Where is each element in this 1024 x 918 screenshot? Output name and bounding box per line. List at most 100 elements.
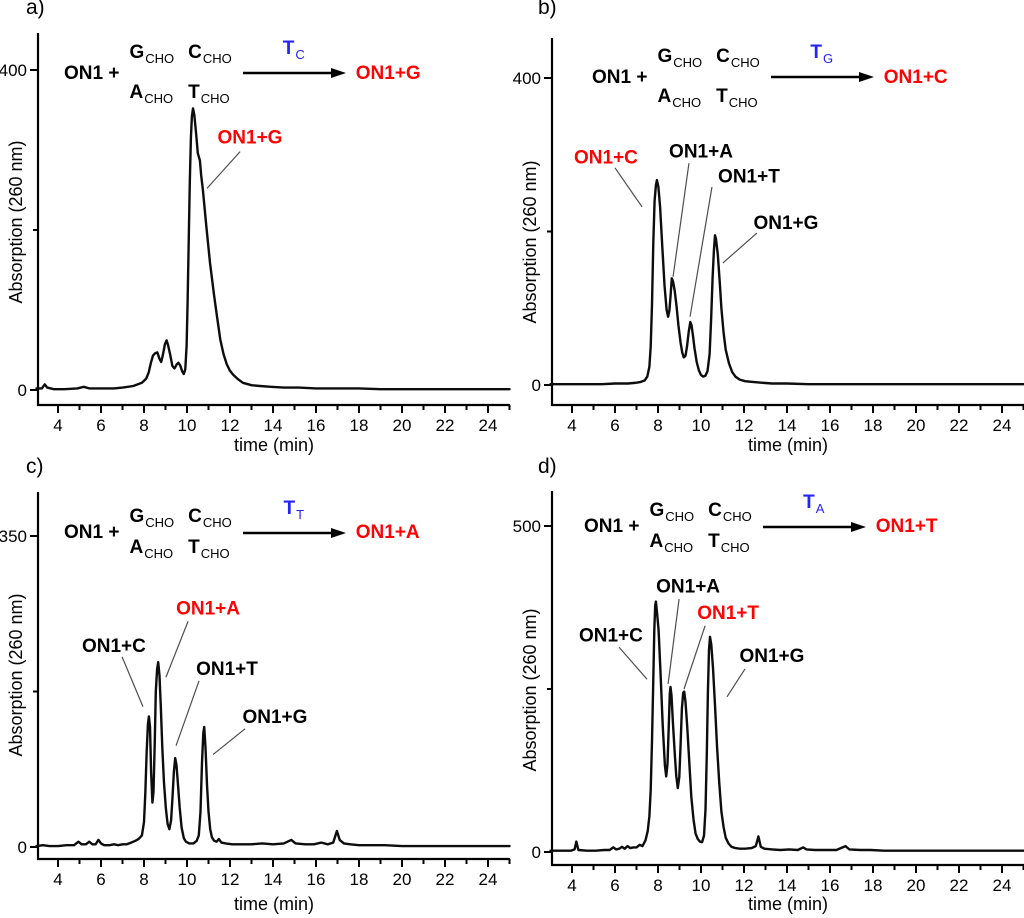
panel-c: 0 350 4 6 8 10 12 14 16 18 20 22 24 time (min) Absorpt…: [0, 455, 512, 918]
peak-callout-line: [726, 668, 746, 698]
peak-callout-line: [121, 656, 144, 707]
x-tick-label: 16: [821, 416, 840, 435]
substrate-grid: GCHO CCHO ACHO TCHO: [129, 505, 232, 561]
substrate-A: ACHO: [657, 86, 702, 110]
x-tick-label: 22: [436, 416, 455, 435]
x-axis-title: time (min): [234, 894, 314, 914]
substrate-A: ACHO: [649, 531, 694, 555]
peak-callout-line: [212, 728, 246, 756]
x-axis-title: time (min): [748, 894, 828, 914]
peak-label: ON1+C: [579, 625, 643, 646]
peak-label: ON1+A: [669, 141, 733, 162]
x-tick-label: 4: [567, 876, 576, 895]
peak-label: ON1+G: [218, 128, 283, 149]
peak-label: ON1+G: [739, 646, 804, 667]
arrow-icon: [242, 527, 346, 538]
x-tick-label: 12: [221, 416, 240, 435]
peak-label: ON1+A: [656, 576, 720, 597]
reaction-arrow: TG: [770, 42, 874, 84]
product-label: ON1+A: [355, 522, 420, 543]
x-tick-label: 24: [479, 416, 498, 435]
substrate-G: GCHO: [129, 42, 175, 66]
substrate-grid: GCHO CCHO ACHO TCHO: [649, 499, 751, 555]
chromatogram-trace: [549, 178, 1024, 386]
panel-letter-c: c): [26, 455, 44, 478]
x-tick-label: 12: [221, 870, 240, 889]
x-tick-label: 4: [53, 416, 62, 435]
axes: [550, 38, 1024, 407]
peak-label: ON1+G: [242, 707, 307, 728]
y-tick-label: 350: [0, 527, 27, 546]
axes: [36, 492, 510, 861]
reaction-arrow: TA: [762, 492, 866, 534]
reactant-label: ON1 +: [584, 516, 640, 537]
x-tick-label: 20: [393, 870, 412, 889]
panel-letter-b: b): [538, 0, 557, 19]
x-tick-label: 12: [735, 876, 754, 895]
chromatogram-plot-d: 0 500 4 6 8 10 12 14 16 18 20 22 24 time (min) Absorpt…: [513, 491, 1024, 914]
x-tick-label: 16: [307, 416, 326, 435]
peak-callout-line: [618, 646, 648, 680]
template-strand-label: TG: [810, 42, 834, 66]
reactant-label: ON1 +: [592, 66, 648, 88]
x-tick-label: 24: [993, 876, 1012, 895]
x-tick-label: 16: [821, 876, 840, 895]
substrate-C: CCHO: [188, 506, 232, 530]
peak-label: ON1+G: [753, 213, 818, 234]
substrate-T: TCHO: [188, 537, 230, 561]
x-tick-label: 14: [778, 416, 797, 435]
axes: [550, 491, 1024, 867]
x-tick-label: 8: [653, 876, 662, 895]
substrate-C: CCHO: [188, 42, 232, 66]
y-tick-label: 0: [532, 376, 541, 395]
arrow-icon: [242, 68, 346, 78]
x-tick-label: 22: [950, 876, 969, 895]
y-tick-label: 0: [18, 838, 27, 857]
x-tick-label: 18: [864, 416, 883, 435]
substrate-grid: GCHO CCHO ACHO TCHO: [129, 41, 232, 106]
peak-label: ON1+T: [697, 603, 759, 624]
y-axis-title: Absorption (260 nm): [6, 140, 26, 303]
arrow-icon: [762, 521, 866, 532]
peak-callout-line: [614, 167, 643, 208]
x-tick-label: 22: [950, 416, 969, 435]
x-tick-label: 10: [692, 416, 711, 435]
reaction-arrow: TC: [242, 38, 346, 80]
substrate-A: ACHO: [129, 537, 174, 561]
chromatogram-trace: [35, 660, 511, 848]
reactant-label: ON1 +: [64, 62, 120, 84]
x-tick-label: 10: [178, 870, 197, 889]
substrate-T: TCHO: [716, 86, 758, 110]
substrate-T: TCHO: [708, 531, 750, 555]
product-label: ON1+C: [883, 66, 948, 88]
x-tick-label: 20: [907, 416, 926, 435]
reaction-scheme-b: ON1 + GCHO CCHO ACHO TCHO TG ON1+C: [592, 42, 948, 110]
peak-callout-line: [683, 625, 706, 690]
x-tick-label: 8: [653, 416, 662, 435]
substrate-G: GCHO: [657, 46, 703, 70]
panel-letter-d: d): [538, 455, 557, 478]
x-tick-label: 6: [610, 416, 619, 435]
substrate-G: GCHO: [649, 500, 695, 524]
x-axis-title: time (min): [748, 435, 828, 455]
y-tick-label: 400: [0, 61, 27, 80]
x-tick-label: 14: [264, 870, 283, 889]
panel-letter-a: a): [26, 0, 45, 19]
x-tick-label: 12: [735, 416, 754, 435]
x-tick-label: 16: [307, 870, 326, 889]
x-tick-label: 6: [96, 416, 105, 435]
x-tick-label: 14: [264, 416, 283, 435]
template-strand-label: TA: [803, 491, 825, 516]
x-tick-label: 22: [436, 870, 455, 889]
peak-label: ON1+T: [718, 167, 780, 188]
y-tick-label: 400: [513, 69, 541, 88]
x-tick-label: 18: [350, 870, 369, 889]
x-tick-label: 20: [907, 876, 926, 895]
product-label: ON1+G: [355, 62, 421, 84]
x-tick-label: 24: [993, 416, 1012, 435]
peak-label: ON1+T: [196, 659, 258, 680]
x-tick-label: 6: [96, 870, 105, 889]
peak-callout-line: [667, 598, 680, 684]
reactant-label: ON1 +: [64, 522, 120, 543]
